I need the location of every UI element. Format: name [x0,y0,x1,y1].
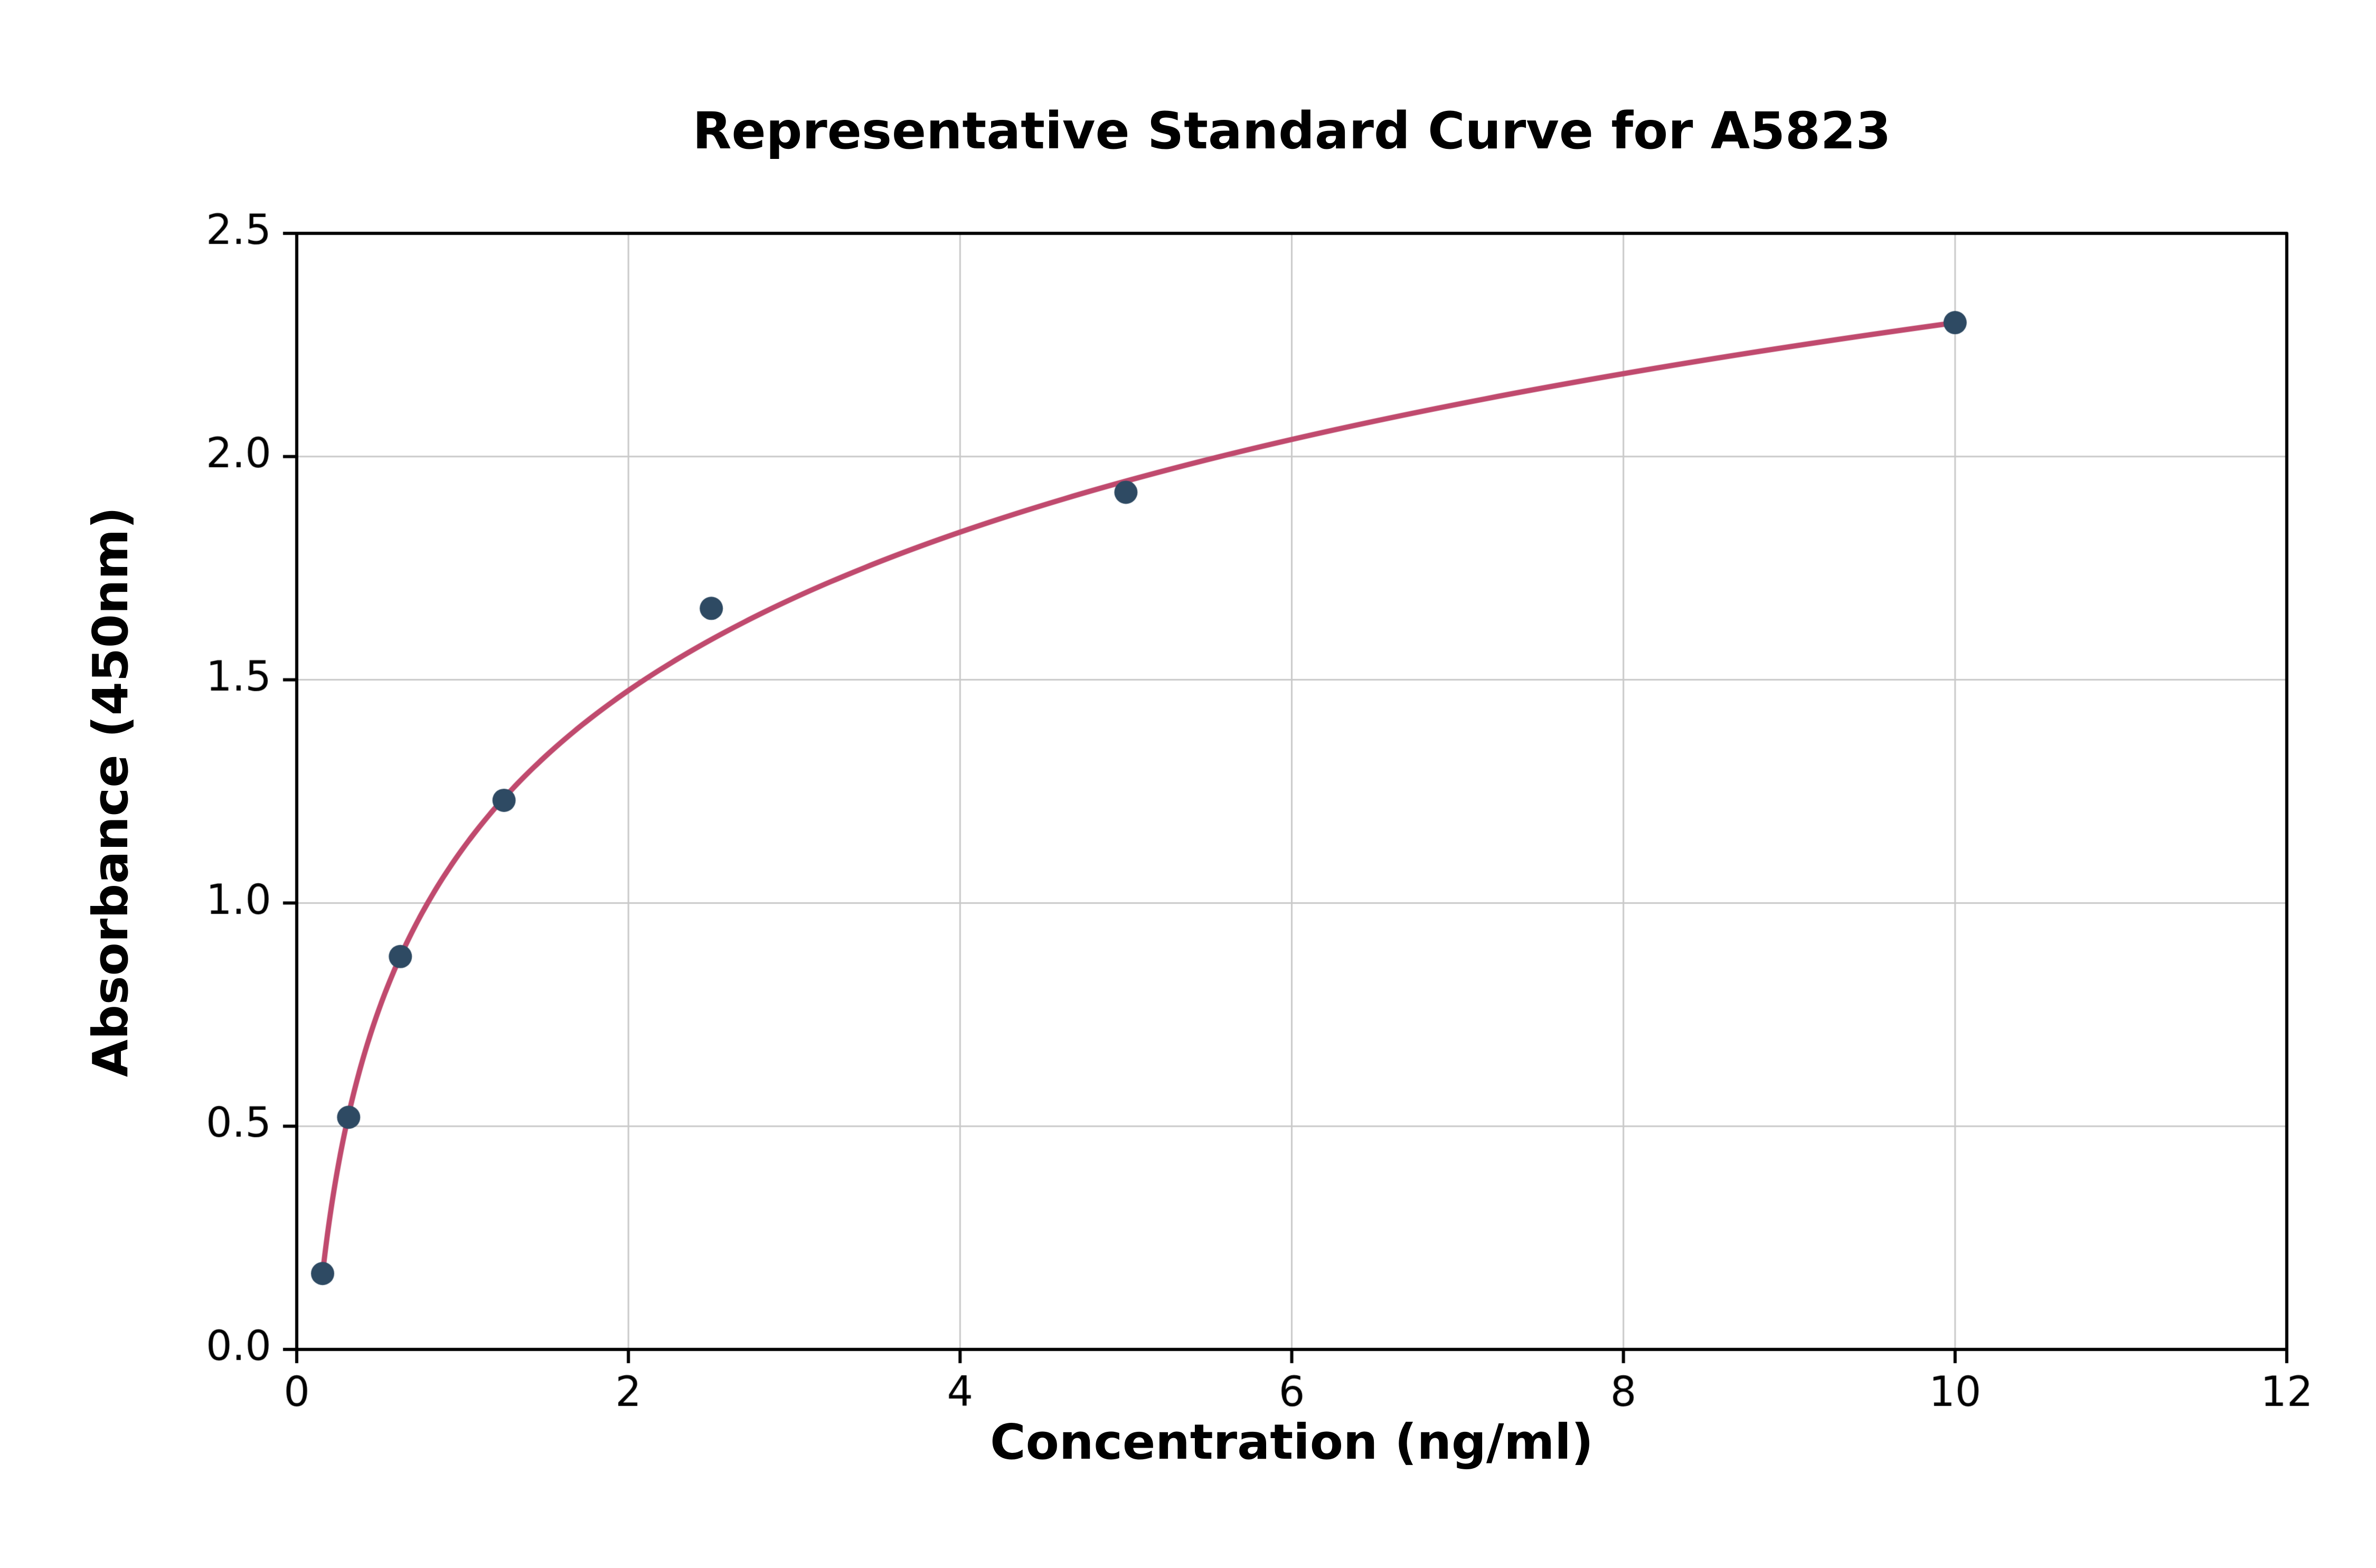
y-axis-label: Absorbance (450nm) [82,506,139,1078]
chart-title: Representative Standard Curve for A5823 [692,101,1891,160]
x-axis-label: Concentration (ng/ml) [990,1414,1594,1470]
